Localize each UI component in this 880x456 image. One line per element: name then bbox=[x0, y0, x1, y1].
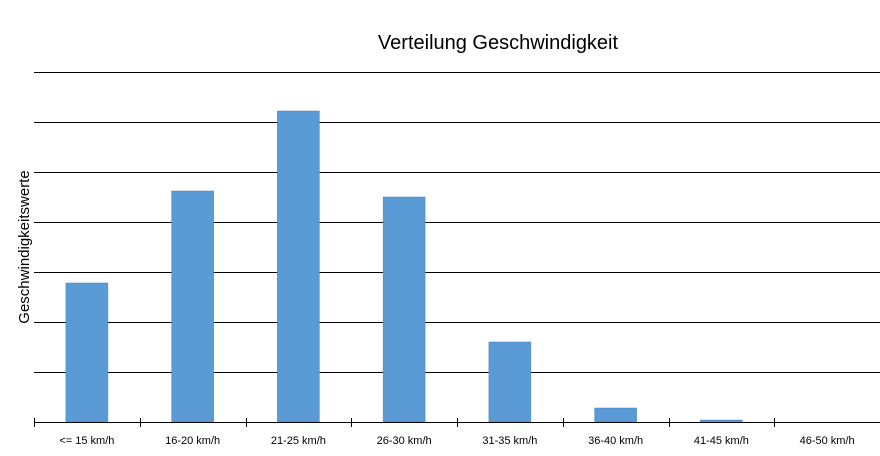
x-tick-label: 36-40 km/h bbox=[588, 435, 643, 447]
x-tick-label: 21-25 km/h bbox=[271, 435, 326, 447]
bar-6 bbox=[700, 419, 743, 423]
bars bbox=[65, 110, 743, 423]
bar-0 bbox=[65, 282, 109, 423]
x-tick-label: 41-45 km/h bbox=[694, 435, 749, 447]
bar-4 bbox=[488, 341, 532, 423]
x-tick-label: 31-35 km/h bbox=[482, 435, 537, 447]
bar-2 bbox=[277, 110, 320, 423]
y-axis-label: Geschwindigkeitswerte bbox=[16, 170, 33, 323]
chart-title: Verteilung Geschwindigkeit bbox=[378, 32, 619, 54]
x-tick-label: 26-30 km/h bbox=[377, 435, 432, 447]
x-axis bbox=[34, 418, 880, 427]
bar-3 bbox=[382, 196, 426, 423]
x-tick-label: <= 15 km/h bbox=[59, 435, 114, 447]
x-tick-label: 46-50 km/h bbox=[800, 435, 855, 447]
gridlines bbox=[34, 72, 880, 373]
bar-5 bbox=[594, 407, 637, 423]
x-tick-label: 16-20 km/h bbox=[165, 435, 220, 447]
x-tick-labels: <= 15 km/h 16-20 km/h 21-25 km/h 26-30 km/h… bbox=[59, 435, 854, 447]
bar-1 bbox=[171, 190, 214, 423]
